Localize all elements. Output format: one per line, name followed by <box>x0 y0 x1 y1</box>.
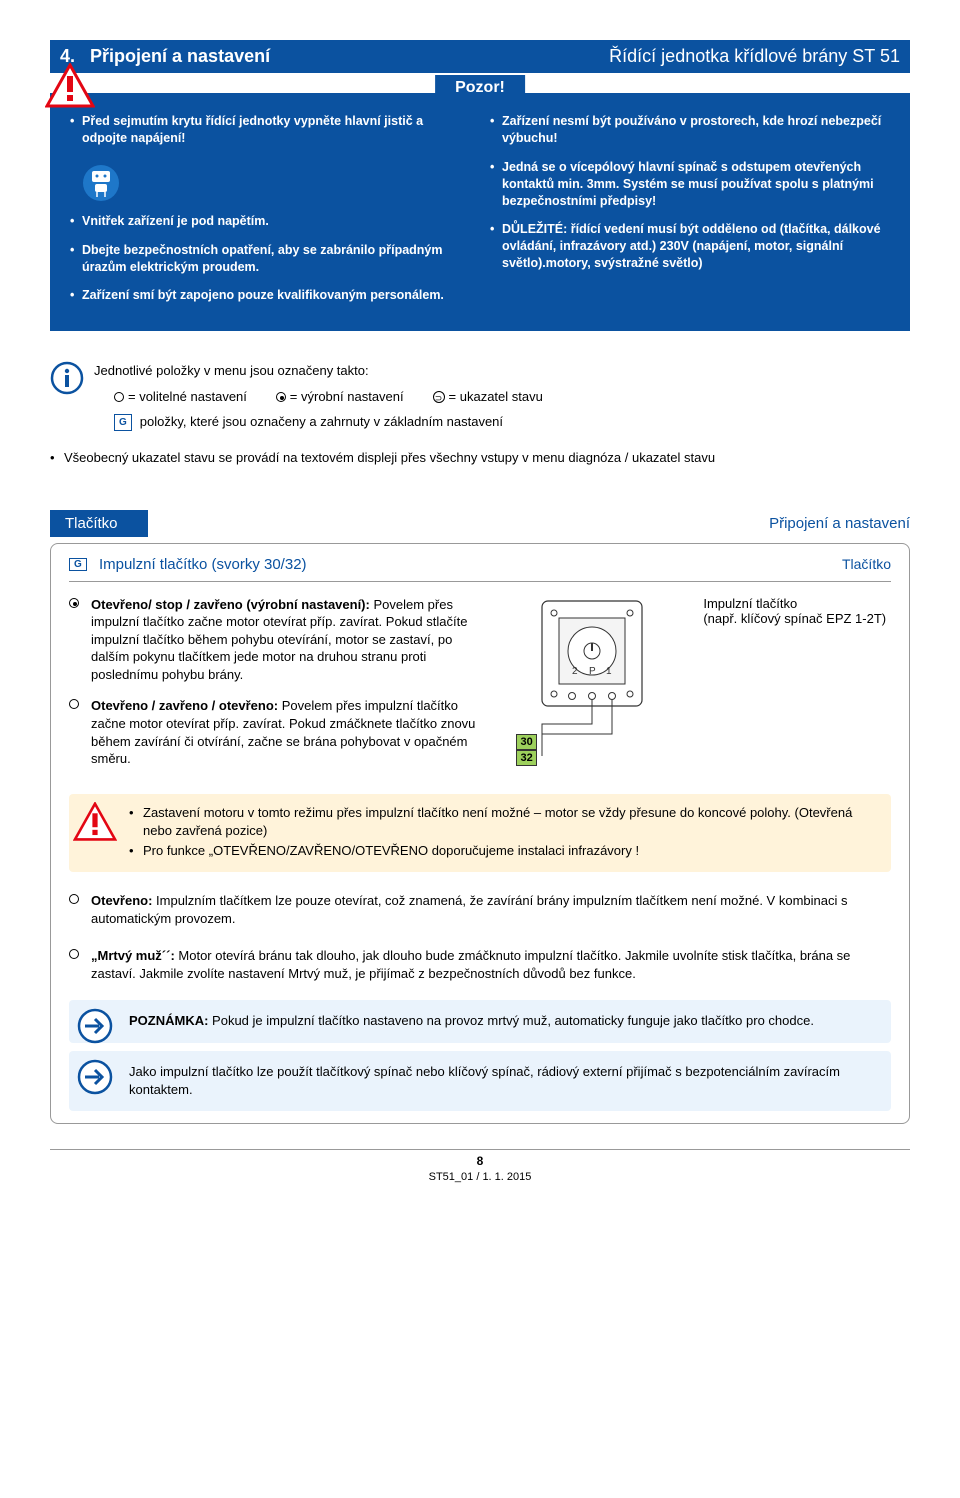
subsection-right: Připojení a nastavení <box>769 515 910 532</box>
g-badge-icon: G <box>114 414 132 431</box>
info-icon <box>50 361 84 395</box>
warning-item: Před sejmutím krytu řídící jednotky vypn… <box>70 113 470 147</box>
page-footer: 8 ST51_01 / 1. 1. 2015 <box>50 1149 910 1183</box>
arrow-circle-icon <box>77 1008 113 1044</box>
footer-code: ST51_01 / 1. 1. 2015 <box>50 1171 910 1183</box>
warning-item: Jedná se o vícepólový hlavní spínač s od… <box>490 159 890 210</box>
factory-symbol-icon <box>276 392 286 402</box>
caution-line: Pro funkce „OTEVŘENO/ZAVŘENO/OTEVŘENO do… <box>129 842 881 860</box>
note-label: POZNÁMKA: <box>129 1013 208 1028</box>
setting-body: Impulzním tlačítkem lze pouze otevírat, … <box>91 893 847 926</box>
general-status-note: Všeobecný ukazatel stavu se provádí na t… <box>50 450 910 465</box>
optional-symbol-icon <box>69 699 79 709</box>
legend-section: Jednotlivé položky v menu jsou označeny … <box>50 361 910 432</box>
card-title: Impulzní tlačítko (svorky 30/32) <box>99 556 307 573</box>
warning-item: DŮLEŽITÉ: řídící vedení musí být oddělen… <box>490 221 890 272</box>
terminal-label: 32 <box>516 750 536 766</box>
status-symbol-icon: ⊃ <box>433 391 445 403</box>
section-title: Připojení a nastavení <box>90 46 270 66</box>
setting-title: Otevřeno: <box>91 893 152 908</box>
page-header: 4. Připojení a nastavení Řídící jednotka… <box>50 40 910 73</box>
setting-title: „Mrtvý muž´´: <box>91 948 175 963</box>
impulse-button-card: G Impulzní tlačítko (svorky 30/32) Tlačí… <box>50 543 910 1124</box>
info-note-box: POZNÁMKA: Pokud je impulzní tlačítko nas… <box>69 1000 891 1042</box>
legend-intro: Jednotlivé položky v menu jsou označeny … <box>94 361 910 381</box>
note-body: Jako impulzní tlačítko lze použít tlačít… <box>129 1064 840 1097</box>
setting-title: Otevřeno / zavřeno / otevřeno: <box>91 698 278 713</box>
arrow-circle-icon <box>77 1059 113 1095</box>
caution-note-box: Zastavení motoru v tomto režimu přes imp… <box>69 794 891 873</box>
setting-title: Otevřeno/ stop / zavřeno (výrobní nastav… <box>91 597 370 612</box>
doc-title: Řídící jednotka křídlové brány ST 51 <box>609 46 900 67</box>
warning-col-left: Před sejmutím krytu řídící jednotky vypn… <box>70 113 470 316</box>
g-badge-icon: G <box>69 558 87 571</box>
note-body: Pokud je impulzní tlačítko nastaveno na … <box>208 1013 814 1028</box>
warning-col-right: Zařízení nesmí být používáno v prostorec… <box>490 113 890 316</box>
warning-item: Dbejte bezpečnostních opatření, aby se z… <box>70 242 470 276</box>
optional-symbol-icon <box>114 392 124 402</box>
subsection-header: Tlačítko Připojení a nastavení <box>50 510 910 537</box>
optional-symbol-icon <box>69 894 79 904</box>
svg-text:1: 1 <box>606 666 612 677</box>
warning-triangle-icon <box>73 802 117 842</box>
warning-triangle-icon <box>45 63 95 109</box>
info-note-box: Jako impulzní tlačítko lze použít tlačít… <box>69 1051 891 1111</box>
optional-symbol-icon <box>69 949 79 959</box>
warning-item: Zařízení smí být zapojeno pouze kvalifik… <box>70 287 470 304</box>
subsection-tab: Tlačítko <box>50 510 148 537</box>
factory-symbol-icon <box>69 598 79 608</box>
diagram-sublabel: (např. klíčový spínač EPZ 1-2T) <box>703 611 891 626</box>
svg-text:P: P <box>589 666 596 677</box>
mandatory-unplug-icon <box>82 164 120 202</box>
warning-item: Vnitřek zařízení je pod napětím. <box>70 213 470 230</box>
legend-g: položky, které jsou označeny a zahrnuty … <box>140 414 503 429</box>
attention-badge: Pozor! <box>435 75 525 101</box>
diagram-label: Impulzní tlačítko <box>703 596 891 611</box>
wiring-diagram: 2 P 1 30 32 <box>496 596 684 782</box>
legend-optional: = volitelné nastavení <box>128 389 247 404</box>
legend-factory: = výrobní nastavení <box>290 389 404 404</box>
terminal-label: 30 <box>516 734 536 750</box>
svg-text:2: 2 <box>572 666 578 677</box>
caution-line: Zastavení motoru v tomto režimu přes imp… <box>129 804 881 840</box>
warning-item: Zařízení nesmí být používáno v prostorec… <box>490 113 890 147</box>
legend-status: = ukazatel stavu <box>449 389 543 404</box>
setting-body: Motor otevírá bránu tak dlouho, jak dlou… <box>91 948 850 981</box>
page-number: 8 <box>50 1154 910 1168</box>
warning-panel: Pozor! Před sejmutím krytu řídící jednot… <box>50 93 910 331</box>
card-category: Tlačítko <box>842 556 891 573</box>
